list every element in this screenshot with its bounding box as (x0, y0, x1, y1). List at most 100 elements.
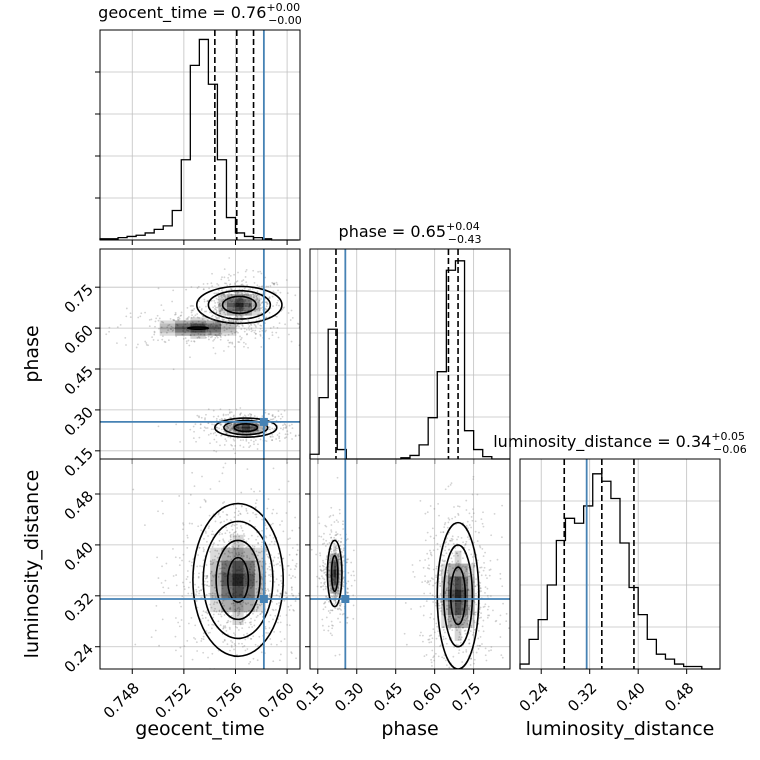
sample-point (472, 581, 475, 584)
sample-point (214, 352, 217, 355)
sample-point (426, 671, 428, 673)
sample-point (200, 589, 203, 592)
sample-point (251, 545, 254, 547)
sample-point (193, 485, 196, 488)
sample-point (475, 603, 478, 606)
sample-point (187, 339, 190, 342)
sample-point (440, 574, 442, 577)
sample-point (472, 574, 474, 576)
sample-point (207, 433, 210, 436)
sample-point (286, 292, 289, 295)
sample-point (265, 536, 268, 539)
sample-point (245, 540, 248, 543)
sample-point (174, 313, 177, 316)
sample-point (246, 291, 249, 294)
sample-point (232, 415, 235, 418)
sample-point (177, 319, 180, 321)
sample-point (321, 624, 324, 627)
sample-point (150, 636, 153, 639)
sample-point (450, 557, 453, 560)
sample-point (238, 325, 240, 328)
sample-point (328, 573, 330, 576)
sample-point (267, 589, 270, 592)
sample-point (284, 592, 287, 595)
sample-point (257, 541, 259, 544)
sample-point (271, 418, 273, 421)
sample-point (245, 268, 248, 271)
sample-point (232, 448, 235, 450)
sample-point (489, 559, 492, 562)
sample-point (238, 606, 240, 609)
sample-point (458, 620, 461, 623)
sample-point (265, 548, 268, 551)
x-tick-label: 0.32 (564, 679, 600, 715)
sample-point (473, 601, 476, 604)
sample-point (279, 417, 282, 420)
sample-point (271, 522, 274, 525)
sample-point (412, 680, 414, 682)
sample-point (271, 331, 274, 334)
sample-point (234, 633, 236, 636)
sample-point (328, 542, 331, 544)
sample-point (241, 645, 244, 648)
density-cell (175, 332, 191, 336)
sample-point (333, 549, 335, 552)
sample-point (157, 319, 160, 322)
sample-point (215, 311, 218, 314)
sample-point (260, 324, 263, 327)
sample-point (270, 573, 273, 576)
sample-point (157, 425, 160, 428)
sample-point (219, 408, 222, 411)
sample-point (202, 550, 205, 553)
sample-point (425, 600, 428, 602)
sample-point (256, 298, 258, 301)
sample-point (272, 326, 275, 328)
sample-point (237, 553, 240, 556)
sample-point (255, 513, 258, 516)
density-cell (221, 326, 237, 330)
sample-point (154, 320, 157, 323)
sample-point (439, 593, 442, 595)
sample-point (457, 512, 460, 515)
sample-point (481, 548, 484, 550)
sample-point (197, 336, 200, 338)
sample-point (333, 560, 336, 562)
sample-point (490, 649, 492, 652)
density-cell (241, 431, 250, 434)
sample-point (237, 551, 240, 554)
sample-point (271, 439, 273, 441)
sample-point (215, 321, 217, 324)
sample-point (108, 330, 110, 333)
sample-point (180, 655, 182, 658)
sample-point (465, 566, 468, 568)
sample-point (449, 627, 452, 630)
sample-point (196, 336, 199, 339)
panel-title: phase = 0.65+0.04 −0.43 (339, 220, 482, 246)
sample-point (244, 276, 247, 278)
sample-point (337, 617, 339, 620)
sample-point (227, 339, 229, 342)
sample-point (218, 427, 221, 430)
sample-point (239, 414, 242, 416)
sample-point (335, 549, 338, 552)
sample-point (193, 340, 195, 343)
sample-point (501, 585, 504, 588)
sample-point (224, 462, 227, 465)
density-cell (243, 298, 252, 303)
sample-point (162, 321, 165, 324)
sample-point (484, 647, 487, 650)
sample-point (241, 619, 244, 621)
sample-point (480, 518, 483, 521)
density-cell (447, 615, 455, 629)
sample-point (438, 635, 441, 637)
sample-point (255, 580, 258, 583)
axes-frame (99, 29, 301, 241)
sample-point (269, 428, 271, 431)
sample-point (233, 547, 236, 550)
sample-point (192, 316, 195, 318)
sample-point (479, 587, 482, 590)
sample-point (214, 515, 217, 518)
sample-point (182, 553, 185, 556)
sample-point (209, 593, 212, 595)
sample-point (352, 594, 355, 597)
